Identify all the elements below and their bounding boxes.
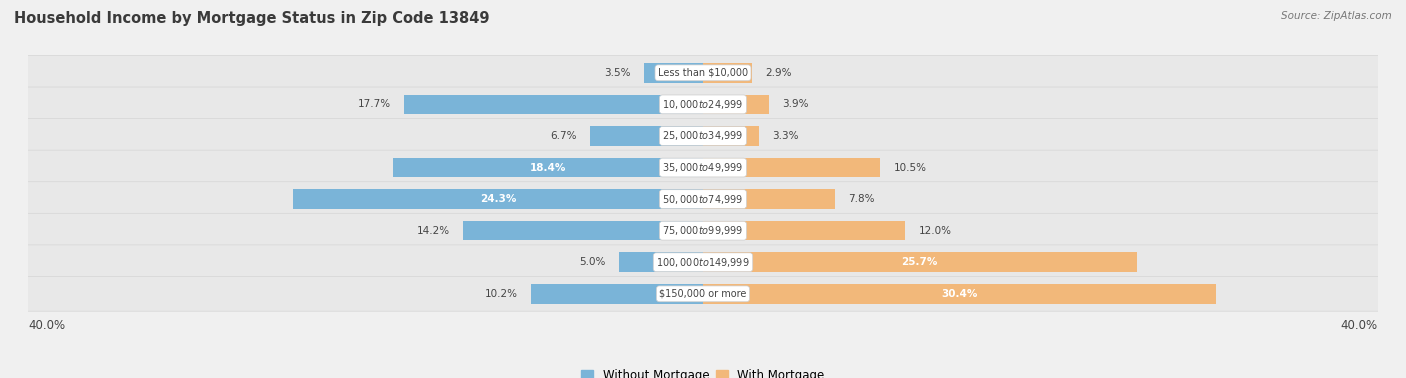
Text: 3.9%: 3.9% [782,99,808,109]
Bar [619,253,703,272]
Text: 10.2%: 10.2% [485,289,517,299]
Text: $75,000 to $99,999: $75,000 to $99,999 [662,224,744,237]
Bar [703,284,1216,304]
Text: 7.8%: 7.8% [848,194,875,204]
Text: 5.0%: 5.0% [579,257,605,267]
Text: 24.3%: 24.3% [479,194,516,204]
Bar [703,126,759,146]
Text: $150,000 or more: $150,000 or more [659,289,747,299]
Text: Source: ZipAtlas.com: Source: ZipAtlas.com [1281,11,1392,21]
Text: $50,000 to $74,999: $50,000 to $74,999 [662,193,744,206]
Text: 40.0%: 40.0% [28,319,65,332]
FancyBboxPatch shape [8,276,1398,311]
FancyBboxPatch shape [8,213,1398,248]
FancyBboxPatch shape [8,119,1398,153]
FancyBboxPatch shape [8,56,1398,90]
Bar [703,221,905,240]
Bar [464,221,703,240]
Text: 14.2%: 14.2% [416,226,450,236]
Bar [405,94,703,114]
Bar [644,63,703,83]
Bar [703,158,880,177]
Text: 40.0%: 40.0% [1341,319,1378,332]
Text: 18.4%: 18.4% [530,163,567,172]
Bar [591,126,703,146]
Legend: Without Mortgage, With Mortgage: Without Mortgage, With Mortgage [576,364,830,378]
Text: Household Income by Mortgage Status in Zip Code 13849: Household Income by Mortgage Status in Z… [14,11,489,26]
Text: $35,000 to $49,999: $35,000 to $49,999 [662,161,744,174]
FancyBboxPatch shape [8,87,1398,122]
Text: 12.0%: 12.0% [920,226,952,236]
Text: 30.4%: 30.4% [941,289,977,299]
FancyBboxPatch shape [8,150,1398,185]
Bar [703,253,1136,272]
Text: 6.7%: 6.7% [550,131,576,141]
Text: 3.5%: 3.5% [605,68,630,78]
Text: 3.3%: 3.3% [772,131,799,141]
Bar [292,189,703,209]
Text: $100,000 to $149,999: $100,000 to $149,999 [657,256,749,269]
FancyBboxPatch shape [8,245,1398,280]
Bar [703,94,769,114]
Text: 25.7%: 25.7% [901,257,938,267]
Bar [703,189,835,209]
Text: $25,000 to $34,999: $25,000 to $34,999 [662,130,744,143]
Text: 2.9%: 2.9% [765,68,792,78]
FancyBboxPatch shape [8,182,1398,217]
Text: 10.5%: 10.5% [894,163,927,172]
Bar [703,63,752,83]
Text: $10,000 to $24,999: $10,000 to $24,999 [662,98,744,111]
Text: 17.7%: 17.7% [357,99,391,109]
Bar [392,158,703,177]
Text: Less than $10,000: Less than $10,000 [658,68,748,78]
Bar [531,284,703,304]
